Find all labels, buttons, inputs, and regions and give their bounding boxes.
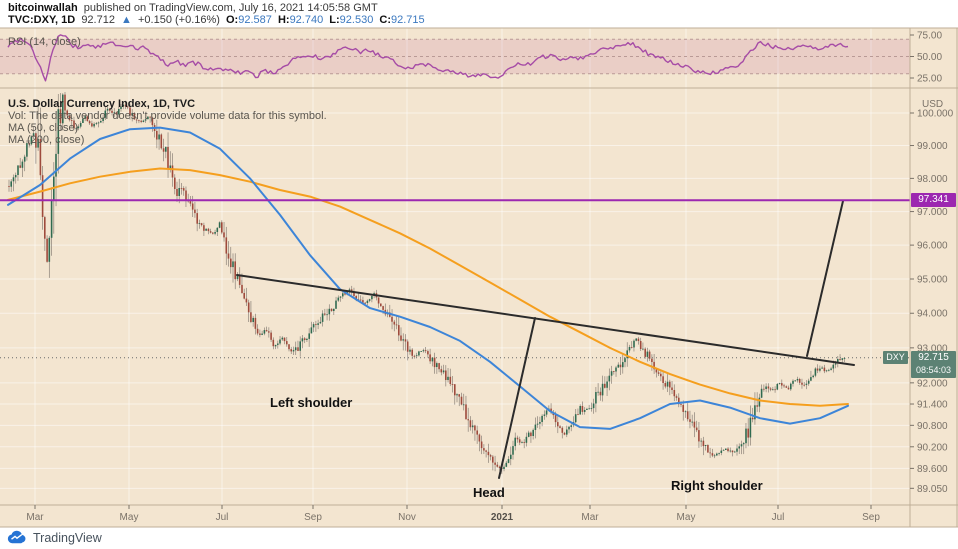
svg-text:2021: 2021 bbox=[491, 512, 514, 523]
main-legend-ma200: MA (200, close) bbox=[8, 134, 85, 146]
main-legend-title: U.S. Dollar Currency Index, 1D, TVC bbox=[8, 98, 196, 110]
high-label: H: bbox=[277, 14, 290, 26]
svg-text:91.400: 91.400 bbox=[917, 400, 948, 411]
dxy-symbol-text: DXY bbox=[886, 352, 905, 362]
head-label[interactable]: Head bbox=[473, 485, 505, 500]
rsi-legend: RSI (14, close) bbox=[8, 36, 81, 48]
svg-text:92.000: 92.000 bbox=[917, 378, 948, 389]
purple-level-price-chip[interactable]: 97.341 bbox=[911, 193, 956, 207]
author-name: bitcoinwallah bbox=[8, 2, 78, 14]
purple-level-value: 97.341 bbox=[918, 194, 949, 205]
left-shoulder-label[interactable]: Left shoulder bbox=[270, 395, 353, 410]
tradingview-cloud-icon bbox=[7, 530, 26, 544]
svg-text:May: May bbox=[677, 512, 696, 523]
svg-text:96.000: 96.000 bbox=[917, 241, 948, 252]
svg-text:Sep: Sep bbox=[304, 512, 322, 523]
svg-text:90.200: 90.200 bbox=[917, 442, 948, 453]
svg-text:98.000: 98.000 bbox=[917, 174, 948, 185]
svg-text:89.600: 89.600 bbox=[917, 464, 948, 475]
svg-text:May: May bbox=[120, 512, 139, 523]
byline-text: published on TradingView.com, July 16, 2… bbox=[80, 2, 378, 14]
svg-text:95.000: 95.000 bbox=[917, 274, 948, 285]
bar-countdown-timer: 08:54:03 bbox=[915, 365, 952, 375]
svg-text:89.050: 89.050 bbox=[917, 484, 948, 495]
last-price: 92.712 bbox=[81, 14, 115, 26]
svg-text:50.00: 50.00 bbox=[917, 52, 942, 63]
svg-text:25.00: 25.00 bbox=[917, 74, 942, 85]
main-legend-ma50: MA (50, close) bbox=[8, 122, 79, 134]
svg-text:Mar: Mar bbox=[26, 512, 44, 523]
svg-text:Jul: Jul bbox=[772, 512, 785, 523]
right-shoulder-label[interactable]: Right shoulder bbox=[671, 478, 763, 493]
symbol-ohlc-row: TVC:DXY, 1D 92.712 ▲ +0.150 (+0.16%) O:9… bbox=[8, 14, 428, 26]
tradingview-attribution[interactable]: TradingView bbox=[6, 529, 102, 546]
high-value: 92.740 bbox=[289, 14, 324, 26]
svg-text:Nov: Nov bbox=[398, 512, 416, 523]
open-label: O: bbox=[226, 14, 239, 26]
main-legend: U.S. Dollar Currency Index, 1D, TVC Vol:… bbox=[8, 98, 327, 146]
open-value: 92.587 bbox=[238, 14, 272, 26]
svg-text:Sep: Sep bbox=[862, 512, 880, 523]
svg-text:99.000: 99.000 bbox=[917, 141, 948, 152]
svg-text:Jul: Jul bbox=[216, 512, 229, 523]
last-price-chip[interactable]: 92.715 08:54:03 bbox=[911, 351, 956, 378]
svg-text:75.00: 75.00 bbox=[917, 31, 942, 42]
up-arrow-icon: ▲ bbox=[121, 14, 132, 26]
byline: bitcoinwallah published on TradingView.c… bbox=[8, 2, 381, 14]
close-label: C: bbox=[379, 14, 391, 26]
dxy-symbol-chip[interactable]: DXY bbox=[883, 351, 908, 364]
main-legend-volume: Vol: The data vendor doesn't provide vol… bbox=[8, 110, 327, 122]
svg-text:93.000: 93.000 bbox=[917, 343, 948, 354]
low-label: L: bbox=[329, 14, 340, 26]
low-value: 92.530 bbox=[339, 14, 374, 26]
price-change: +0.150 (+0.16%) bbox=[137, 14, 220, 26]
svg-text:97.000: 97.000 bbox=[917, 207, 948, 218]
svg-text:90.800: 90.800 bbox=[917, 421, 948, 432]
svg-text:100.000: 100.000 bbox=[917, 109, 954, 120]
svg-text:Mar: Mar bbox=[581, 512, 599, 523]
close-value: 92.715 bbox=[391, 14, 425, 26]
last-price-value: 92.715 bbox=[918, 352, 949, 363]
symbol-label: TVC:DXY, 1D bbox=[8, 14, 76, 26]
svg-text:USD: USD bbox=[922, 99, 943, 110]
brand-name: TradingView bbox=[33, 530, 102, 545]
svg-text:94.000: 94.000 bbox=[917, 309, 948, 320]
